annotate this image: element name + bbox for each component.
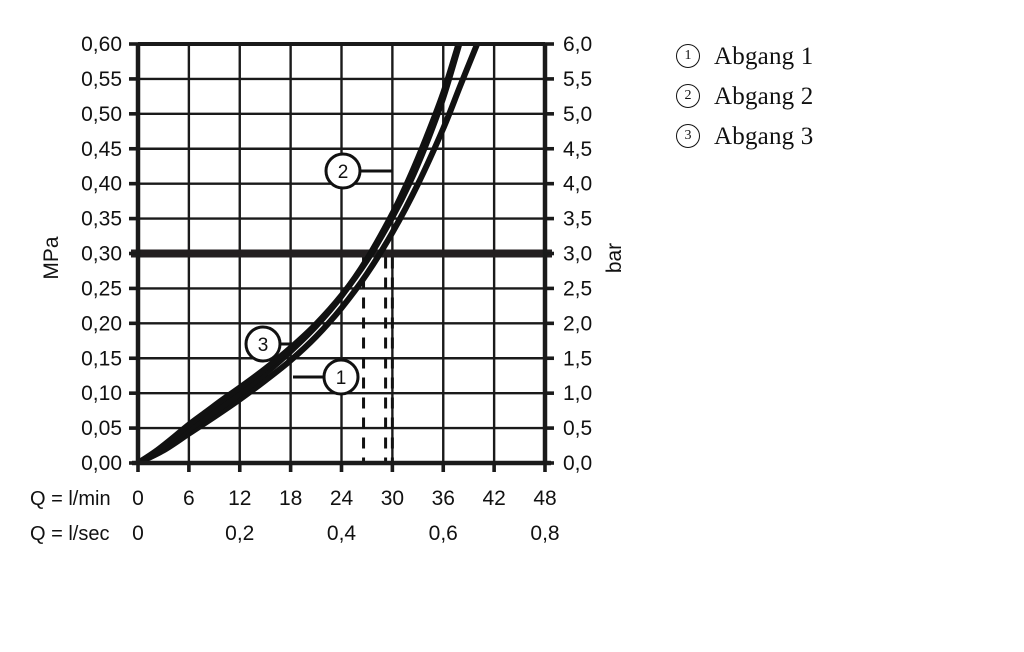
axis-tick-marks bbox=[129, 42, 554, 472]
y-left-tick-label: 0,60 bbox=[81, 33, 122, 56]
x-lmin-tick-label: 0 bbox=[132, 487, 144, 510]
y-left-tick-label: 0,35 bbox=[81, 208, 122, 231]
y-left-tick-label: 0,05 bbox=[81, 417, 122, 440]
y-left-tick-label: 0,20 bbox=[81, 312, 122, 335]
y-left-tick-label: 0,00 bbox=[81, 452, 122, 475]
pressure-flow-chart: 0,00 0,05 0,10 0,15 0,20 0,25 0,30 0,35 0,40 0,45… bbox=[30, 33, 626, 545]
y-right-tick-label: 2,5 bbox=[563, 277, 592, 300]
y-right-tick-label: 1,0 bbox=[563, 382, 592, 405]
legend-item-abgang-1: 1 Abgang 1 bbox=[676, 36, 976, 76]
callout-circle bbox=[244, 325, 282, 363]
legend-label-abgang-3: Abgang 3 bbox=[714, 122, 814, 150]
y-left-tick-label: 0,55 bbox=[81, 68, 122, 91]
callout-label: 1 bbox=[336, 368, 347, 389]
x-lmin-tick-label: 36 bbox=[432, 487, 455, 510]
x-lmin-tick-label: 30 bbox=[381, 487, 404, 510]
y-right-tick-label: 4,0 bbox=[563, 173, 592, 196]
dashed-marker-lines bbox=[362, 257, 394, 463]
y-axis-right-tick-labels: 0,0 0,5 1,0 1,5 2,0 2,5 3,0 3,5 4,0 4,5 5,0 5,5 6,0 bbox=[563, 33, 592, 475]
y-axis-left-tick-labels: 0,00 0,05 0,10 0,15 0,20 0,25 0,30 0,35 0,40 0,45… bbox=[81, 33, 122, 475]
circled-number-3-icon: 3 bbox=[676, 124, 700, 148]
callout-circle bbox=[322, 358, 360, 396]
circled-number-2-icon: 2 bbox=[676, 84, 700, 108]
legend-item-abgang-2: 2 Abgang 2 bbox=[676, 76, 976, 116]
callout-label: 3 bbox=[258, 335, 269, 356]
y-right-tick-label: 0,0 bbox=[563, 452, 592, 475]
y-left-tick-label: 0,45 bbox=[81, 138, 122, 161]
curve-abgang-1 bbox=[138, 44, 481, 463]
x-lsec-tick-label: 0,4 bbox=[327, 522, 357, 545]
x-axis-lsec-tick-labels: 0 0,2 0,4 0,6 0,8 bbox=[132, 522, 559, 545]
x-lmin-tick-label: 24 bbox=[330, 487, 354, 510]
curve-callouts: 1 2 3 bbox=[244, 152, 392, 396]
callout-3: 3 bbox=[244, 325, 300, 363]
x-lmin-tick-label: 42 bbox=[482, 487, 505, 510]
y-axis-right-title: bar bbox=[603, 243, 626, 273]
y-right-tick-label: 5,0 bbox=[563, 103, 592, 126]
x-lmin-tick-label: 48 bbox=[533, 487, 556, 510]
curve-abgang-3 bbox=[138, 44, 463, 463]
y-right-tick-label: 0,5 bbox=[563, 417, 592, 440]
callout-2: 2 bbox=[324, 152, 392, 190]
y-right-tick-label: 6,0 bbox=[563, 33, 592, 56]
x-lsec-tick-label: 0 bbox=[132, 522, 144, 545]
callout-circle bbox=[324, 152, 362, 190]
chart-curves bbox=[138, 44, 481, 463]
circled-number-1-icon: 1 bbox=[676, 44, 700, 68]
y-right-tick-label: 2,0 bbox=[563, 312, 592, 335]
callout-label: 2 bbox=[338, 162, 349, 183]
y-right-tick-label: 1,5 bbox=[563, 347, 592, 370]
y-left-tick-label: 0,15 bbox=[81, 347, 122, 370]
x-axis-lmin-tick-labels: 0 6 12 18 24 30 36 42 48 bbox=[132, 487, 557, 510]
legend-label-abgang-1: Abgang 1 bbox=[714, 42, 814, 70]
y-right-tick-label: 3,0 bbox=[563, 243, 592, 266]
y-left-tick-label: 0,10 bbox=[81, 382, 122, 405]
y-left-tick-label: 0,40 bbox=[81, 173, 122, 196]
x-lmin-tick-label: 18 bbox=[279, 487, 302, 510]
legend-label-abgang-2: Abgang 2 bbox=[714, 82, 814, 110]
x-lmin-tick-label: 12 bbox=[228, 487, 251, 510]
y-left-tick-label: 0,50 bbox=[81, 103, 122, 126]
x-axis-lmin-title: Q = l/min bbox=[30, 488, 111, 510]
chart-svg: 0,000,050,100,150,200,250,300,350,400,45… bbox=[30, 33, 626, 545]
y-right-tick-label: 4,5 bbox=[563, 138, 592, 161]
y-left-tick-label: 0,30 bbox=[81, 243, 122, 266]
callout-1: 1 bbox=[293, 358, 360, 396]
x-lsec-tick-label: 0,8 bbox=[530, 522, 559, 545]
x-lsec-tick-label: 0,2 bbox=[225, 522, 254, 545]
x-axis-lsec-title: Q = l/sec bbox=[30, 523, 109, 545]
y-right-tick-label: 3,5 bbox=[563, 208, 592, 231]
legend-item-abgang-3: 3 Abgang 3 bbox=[676, 116, 976, 156]
y-left-tick-label: 0,25 bbox=[81, 277, 122, 300]
x-lmin-tick-label: 6 bbox=[183, 487, 195, 510]
y-axis-left-title: MPa bbox=[40, 236, 63, 280]
x-lsec-tick-label: 0,6 bbox=[429, 522, 458, 545]
y-right-tick-label: 5,5 bbox=[563, 68, 592, 91]
chart-legend: 1 Abgang 1 2 Abgang 2 3 Abgang 3 bbox=[676, 36, 976, 156]
